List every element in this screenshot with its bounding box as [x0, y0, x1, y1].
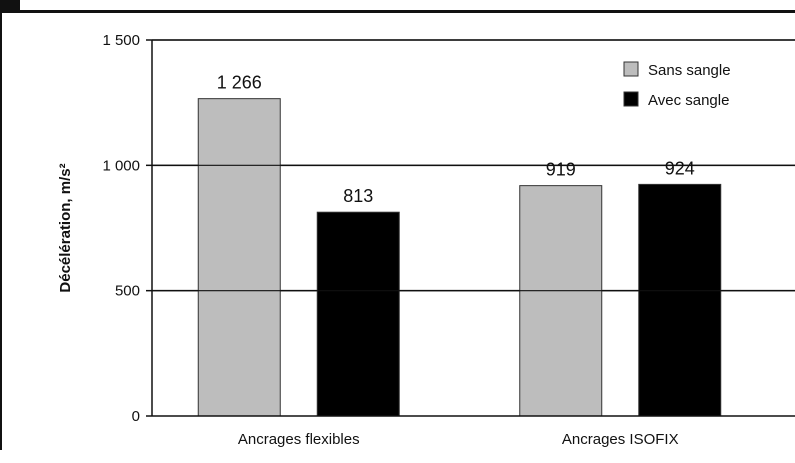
y-tick-label: 0	[132, 408, 140, 425]
legend-label: Sans sangle	[648, 62, 731, 79]
x-category-label: Ancrages ISOFIX	[562, 431, 679, 448]
legend: Sans sangle Avec sangle	[623, 61, 731, 109]
y-axis-label: Décélération, m/s²	[57, 163, 74, 292]
y-tick-label: 1 500	[102, 32, 140, 49]
header-rule	[0, 10, 795, 13]
data-label: 919	[546, 160, 576, 180]
data-label: 924	[665, 158, 695, 178]
frame-left-border	[0, 10, 2, 450]
legend-swatch	[623, 91, 639, 107]
y-tick-label: 1 000	[102, 157, 140, 174]
bar-sans-sangle	[197, 98, 281, 417]
bar-avec-sangle	[638, 183, 722, 417]
axis-layer: 0 500 1 000 1 500	[102, 32, 795, 425]
bar-sans-sangle	[519, 185, 603, 417]
legend-label: Avec sangle	[648, 92, 729, 109]
data-label: 813	[343, 186, 373, 206]
legend-swatch	[623, 61, 639, 77]
y-tick-label: 500	[115, 283, 140, 300]
bar-avec-sangle	[316, 211, 400, 417]
data-label: 1 266	[217, 73, 262, 93]
header-corner-block	[0, 0, 20, 12]
x-category-label: Ancrages flexibles	[238, 431, 360, 448]
labels-layer: 1 266 813 Ancrages flexibles 919 924 Ancrages…	[152, 39, 795, 448]
bars-layer	[197, 98, 722, 417]
